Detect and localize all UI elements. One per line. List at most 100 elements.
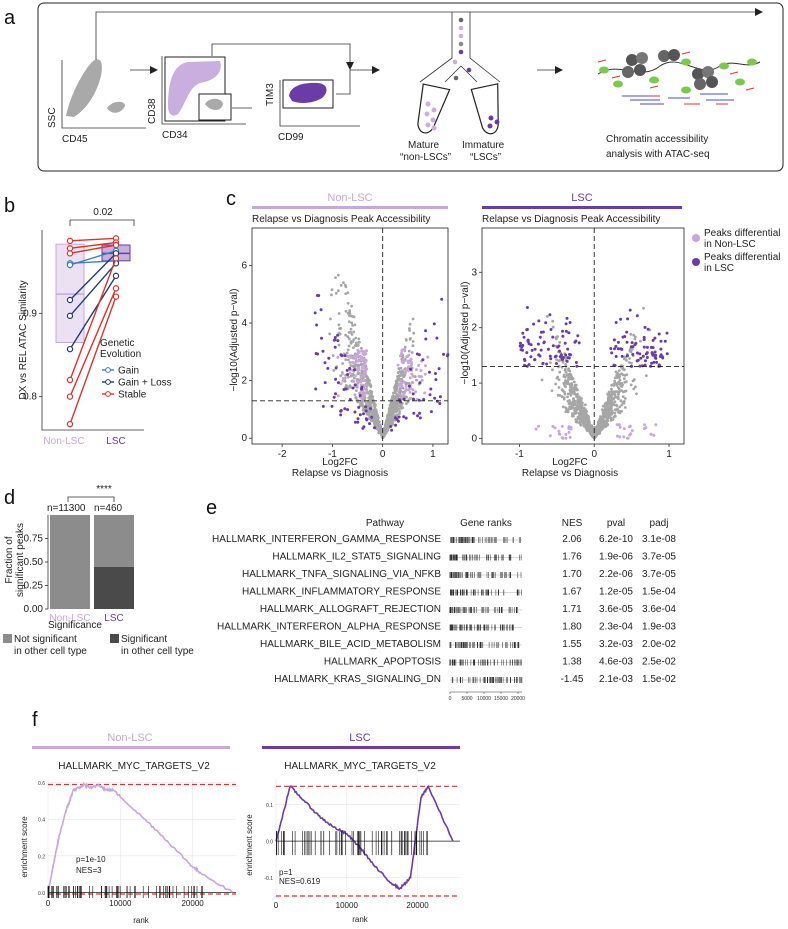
panel-c-0-xticklabel-2: 0 <box>380 449 386 460</box>
panel-c-1-pt-gray-817 <box>580 403 583 406</box>
panel-c-0-pt-gray-559 <box>337 343 341 347</box>
panel-c-0-pt-light-109 <box>356 354 360 358</box>
panel-c-0-pt-gray-894 <box>396 378 400 382</box>
panel-f-left-title: HALLMARK_MYC_TARGETS_V2 <box>58 761 210 772</box>
panel-c-1-pt-light-14 <box>654 423 658 427</box>
panel-f-right-bar <box>262 746 460 749</box>
panel-c-0-pt-gray-616 <box>405 402 408 405</box>
panel-c-0-pt-gray-157 <box>415 378 418 382</box>
panel-c-1-pt-gray-896 <box>583 414 586 418</box>
panel-c-0-pt-dark-49 <box>390 428 394 432</box>
panel-c-1-pt-gray-664 <box>617 369 621 372</box>
panel-e-rank-axis-label-2: 10000 <box>477 696 491 702</box>
panel-e-pathway-3: HALLMARK_INFLAMMATORY_RESPONSE <box>242 587 441 598</box>
panel-c-1-pt-light-15 <box>553 426 557 430</box>
panel-e-rank-axis-label-1: 5000 <box>461 696 472 702</box>
panel-c-0-pt-dark-34 <box>323 361 327 365</box>
panel-c-right-header: LSC <box>571 192 592 204</box>
panel-c-0-pt-light-49 <box>365 388 369 392</box>
panel-c-1-pt-dark-14 <box>565 316 569 320</box>
panel-c-0-pt-light-118 <box>357 368 361 372</box>
panel-c-1-pt-gray-890 <box>616 371 619 375</box>
panel-e-nes-3: 1.67 <box>562 587 582 598</box>
panel-b-point-lsc-10 <box>112 293 120 300</box>
panel-c-1-pt-dark-139 <box>541 362 545 366</box>
panel-c-0-pt-gray-275 <box>336 273 340 277</box>
panel-c-0-pt-light-59 <box>400 360 404 364</box>
panel-c-0-pt-gray-244 <box>412 331 416 335</box>
panel-e-rank-axis-label-4: 20000 <box>511 696 525 702</box>
panel-c-1-pt-dark-36 <box>651 338 655 342</box>
panel-c-1-pt-gray-373 <box>580 397 583 400</box>
panel-c-1-pt-gray-506 <box>575 395 578 399</box>
panel-c-0-pt-gray-390 <box>397 394 401 398</box>
panel-c-1-pt-gray-806 <box>550 389 554 393</box>
panel-d-plot: 0.00 0.25 0.50 0.75 Non-LSC LSC <box>24 515 134 624</box>
panel-c-1-pt-light-3 <box>652 433 656 437</box>
panel-b-pvalue: 0.02 <box>93 207 113 218</box>
panel-c-1-pt-dark-54 <box>649 345 653 349</box>
panel-c-1-yticklabel-1: 1 <box>471 378 477 389</box>
panel-c-0-pt-gray-351 <box>398 367 401 370</box>
panel-c-0-pt-dark-21 <box>402 397 406 401</box>
panel-c-1-pt-dark-147 <box>630 341 634 345</box>
panel-c-0-pt-gray-848 <box>384 423 388 427</box>
panel-f-left-xlabel: rank <box>133 916 150 925</box>
panel-c-0-pt-dark-54 <box>333 336 337 339</box>
panel-c-1-pt-dark-53 <box>645 351 649 355</box>
panel-c-0-pt-dark-105 <box>399 400 403 404</box>
panel-c-0-pt-dark-47 <box>358 394 362 397</box>
panel-c-0-pt-gray-502 <box>354 396 358 399</box>
panel-c-1-pt-gray-886 <box>597 425 601 428</box>
panel-c-0-pt-light-81 <box>411 388 415 392</box>
panel-c-1-pt-gray-884 <box>572 399 575 403</box>
panel-c-0-pt-gray-825 <box>349 330 353 334</box>
panel-c-0-pt-light-137 <box>341 379 345 383</box>
panel-c-0-pt-dark-25 <box>345 368 349 372</box>
panel-c-1-pt-gray-811 <box>575 404 579 407</box>
panel-c-1-pt-gray-871 <box>630 361 633 365</box>
panel-c-0-pt-gray-729 <box>372 419 376 423</box>
panel-f-left-nes: NES=3 <box>76 866 102 875</box>
panel-c-legend-dot-nonlsc <box>692 234 700 242</box>
panel-c-1-pt-dark-158 <box>567 356 571 360</box>
panel-c-0-pt-dark-61 <box>416 414 419 418</box>
panel-c-1-pt-gray-897 <box>623 355 627 359</box>
panel-c-0-pt-light-57 <box>406 359 410 363</box>
panel-c-1-pt-gray-685 <box>551 368 554 372</box>
panel-c-0-pt-gray-370 <box>401 355 405 359</box>
panel-c-legend-nonlsc-1: Peaks differential <box>704 228 781 239</box>
panel-e-padj-8: 1.5e-02 <box>642 674 676 685</box>
panel-e-pathway-5: HALLMARK_INTERFERON_ALPHA_RESPONSE <box>217 622 441 633</box>
panel-c-0-pt-gray-681 <box>354 336 358 340</box>
panel-f-right-xlabel: rank <box>352 915 369 924</box>
panel-c-0-pt-gray-8 <box>360 371 364 375</box>
panel-c-1-pt-gray-248 <box>603 406 607 409</box>
panel-c-1-yticklabel-2: 2 <box>471 323 477 334</box>
panel-c-0-pt-gray-887 <box>374 424 378 428</box>
panel-c-1-pt-gray-748 <box>618 389 622 393</box>
panel-c-1-pt-dark-146 <box>621 335 625 339</box>
gate1-x-axis: CD45 <box>62 134 88 145</box>
panel-c-1-pt-gray-859 <box>600 424 603 428</box>
panel-c-0-pt-dark-92 <box>315 323 319 327</box>
panel-f-gsea-lsc: -0.1 0.0 0.1 0 10000 20000 <box>264 779 460 910</box>
panel-c-0-pt-gray-882 <box>377 429 381 433</box>
panel-e-pval-5: 2.3e-04 <box>599 622 633 633</box>
panel-c-right-ylabel: −log10(Adjusted p−val) <box>460 282 471 385</box>
panel-c-0-pt-gray-885 <box>390 418 394 422</box>
panel-c-0-pt-gray-868 <box>363 396 367 399</box>
panel-c-0-pt-dark-7 <box>315 294 319 297</box>
panel-c-1-pt-gray-887 <box>573 384 577 388</box>
panel-c-0-pt-light-24 <box>423 391 427 395</box>
panel-f-0-yticklabel-1: 0.2 <box>38 854 45 860</box>
panel-c-1-pt-gray-476 <box>562 375 566 378</box>
panel-c-0-pt-dark-71 <box>321 404 325 408</box>
panel-c-0-pt-light-71 <box>424 364 427 368</box>
panel-f-1-yticklabel-1: 0.0 <box>266 840 273 846</box>
panel-c-1-pt-dark-23 <box>561 329 564 333</box>
panel-c-1-pt-light-25 <box>564 436 568 440</box>
panel-c-0-pt-gray-422 <box>395 414 399 417</box>
panel-c-0-pt-gray-824 <box>390 407 394 411</box>
panel-c-0-pt-dark-73 <box>348 366 352 370</box>
